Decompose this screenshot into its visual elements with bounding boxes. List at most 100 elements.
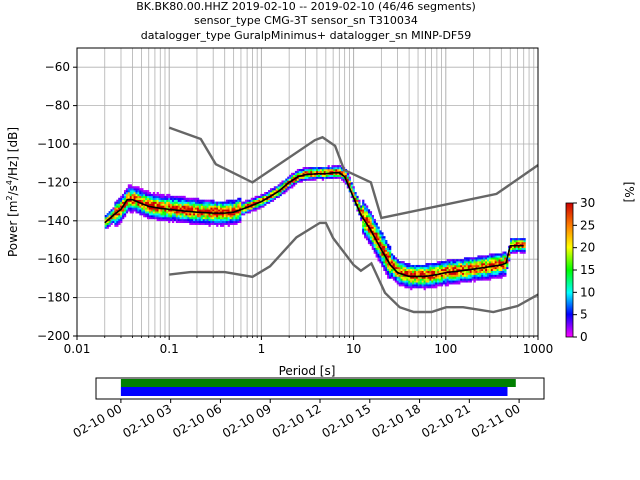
heatmap-cell: [412, 264, 415, 268]
heatmap-cell: [465, 276, 469, 279]
heatmap-cell: [196, 220, 200, 224]
heatmap-cell: [485, 270, 488, 273]
heatmap-cell: [179, 211, 182, 214]
heatmap-cell: [296, 170, 300, 174]
heatmap-cell: [463, 280, 467, 283]
heatmap-cell: [162, 209, 165, 212]
high-noise-model-line: [168, 126, 539, 220]
heatmap-cell: [483, 270, 486, 273]
heatmap-cell: [356, 203, 359, 206]
heatmap-cell: [181, 203, 184, 206]
heatmap-cell: [248, 207, 252, 210]
heatmap-cell: [225, 213, 228, 216]
heatmap-cell: [396, 268, 399, 272]
heatmap-cell: [269, 192, 273, 195]
heatmap-cell: [195, 213, 198, 216]
heatmap-cell: [358, 207, 361, 210]
heatmap-cell: [231, 199, 234, 202]
heatmap-cell: [485, 261, 488, 264]
heatmap-cell: [371, 236, 374, 239]
heatmap-cell: [394, 272, 398, 275]
heatmap-cell: [221, 209, 225, 212]
y-tick-label: −180: [37, 291, 70, 305]
heatmap-cell: [148, 203, 152, 206]
heatmap-cell: [183, 220, 186, 224]
heatmap-cell: [310, 167, 313, 170]
heatmap-cell: [183, 197, 186, 200]
heatmap-cell: [490, 276, 494, 279]
heatmap-cell: [440, 263, 444, 266]
heatmap-cell: [289, 184, 292, 187]
heatmap-cell: [333, 167, 336, 170]
heatmap-cell: [227, 203, 230, 206]
heatmap-cell: [488, 268, 492, 272]
heatmap-cell: [233, 199, 236, 202]
heatmap-cell: [185, 205, 188, 208]
heatmap-cell: [131, 195, 134, 199]
heatmap-cell: [444, 278, 447, 281]
heatmap-cell: [373, 224, 376, 227]
title-line-1: BK.BK80.00.HHZ 2019-02-10 -- 2019-02-10 …: [136, 0, 476, 13]
heatmap-cell: [300, 168, 303, 172]
heatmap-cell: [444, 284, 447, 287]
heatmap-cell: [137, 207, 140, 210]
heatmap-cell: [248, 209, 252, 212]
heatmap-cell: [444, 280, 447, 283]
heatmap-cell: [204, 220, 207, 224]
heatmap-cell: [127, 192, 131, 195]
heatmap-cell: [373, 251, 376, 254]
heatmap-cell: [444, 272, 447, 275]
heatmap-cell: [177, 201, 180, 204]
heatmap-cell: [421, 270, 424, 273]
heatmap-cell: [287, 188, 290, 191]
heatmap-cell: [421, 280, 424, 283]
heatmap-cell: [200, 205, 204, 208]
heatmap-cell: [175, 197, 179, 200]
heatmap-cell: [181, 215, 184, 218]
heatmap-cell: [239, 207, 242, 210]
heatmap-cell: [193, 201, 196, 204]
heatmap-cell: [150, 199, 154, 202]
heatmap-cell: [433, 268, 436, 272]
heatmap-cell: [460, 263, 463, 266]
heatmap-cell: [438, 284, 442, 287]
heatmap-cell: [398, 268, 401, 272]
heatmap-cell: [479, 276, 482, 279]
heatmap-cell: [446, 263, 449, 266]
heatmap-cell: [460, 280, 463, 283]
heatmap-cell: [258, 197, 261, 200]
heatmap-cell: [365, 228, 369, 231]
heatmap-cell: [463, 261, 467, 264]
heatmap-cell: [450, 280, 453, 283]
heatmap-cell: [364, 216, 367, 220]
heatmap-cell: [323, 176, 326, 179]
heatmap-cell: [402, 268, 405, 272]
heatmap-cell: [429, 272, 432, 275]
heatmap-cell: [504, 268, 507, 272]
heatmap-cell: [195, 222, 198, 225]
timeline-tick-label: 02-10 18: [369, 401, 423, 440]
heatmap-cell: [133, 193, 136, 197]
heatmap-cell: [462, 266, 465, 270]
heatmap-cell: [435, 274, 438, 277]
heatmap-cell: [208, 216, 211, 220]
heatmap-cell: [377, 234, 380, 237]
heatmap-cell: [129, 190, 132, 193]
heatmap-cell: [292, 172, 296, 176]
heatmap-cell: [429, 286, 432, 289]
heatmap-cell: [410, 282, 413, 285]
heatmap-cell: [435, 276, 438, 279]
heatmap-cell: [352, 199, 355, 202]
heatmap-cell: [154, 207, 157, 210]
heatmap-cell: [523, 251, 526, 254]
heatmap-cell: [214, 209, 217, 212]
heatmap-cell: [116, 218, 119, 222]
heatmap-cell: [421, 276, 424, 279]
heatmap-cell: [406, 278, 409, 281]
heatmap-cell: [206, 203, 209, 206]
heatmap-cell: [496, 257, 499, 260]
heatmap-cell: [458, 263, 461, 266]
heatmap-cell: [108, 213, 111, 216]
heatmap-cell: [412, 276, 415, 279]
heatmap-cell: [400, 280, 403, 283]
